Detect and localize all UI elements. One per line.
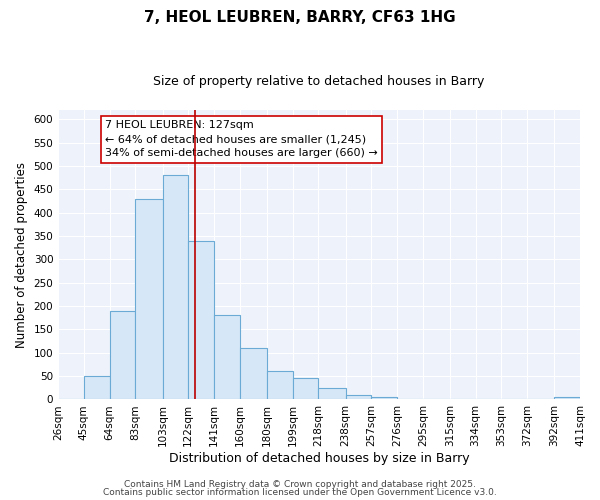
Bar bbox=[84, 376, 110, 400]
Bar bbox=[293, 378, 319, 400]
Text: Contains HM Land Registry data © Crown copyright and database right 2025.: Contains HM Land Registry data © Crown c… bbox=[124, 480, 476, 489]
Bar bbox=[188, 240, 214, 400]
Bar bbox=[214, 316, 240, 400]
Text: 7 HEOL LEUBREN: 127sqm
← 64% of detached houses are smaller (1,245)
34% of semi-: 7 HEOL LEUBREN: 127sqm ← 64% of detached… bbox=[105, 120, 378, 158]
Bar bbox=[319, 388, 346, 400]
Bar bbox=[554, 397, 580, 400]
Text: Contains public sector information licensed under the Open Government Licence v3: Contains public sector information licen… bbox=[103, 488, 497, 497]
Bar bbox=[371, 397, 397, 400]
Y-axis label: Number of detached properties: Number of detached properties bbox=[15, 162, 28, 348]
Bar bbox=[163, 176, 188, 400]
Bar bbox=[110, 311, 136, 400]
X-axis label: Distribution of detached houses by size in Barry: Distribution of detached houses by size … bbox=[169, 452, 469, 465]
Bar bbox=[346, 395, 371, 400]
Text: 7, HEOL LEUBREN, BARRY, CF63 1HG: 7, HEOL LEUBREN, BARRY, CF63 1HG bbox=[144, 10, 456, 25]
Bar bbox=[267, 372, 293, 400]
Bar bbox=[136, 198, 163, 400]
Bar bbox=[240, 348, 267, 400]
Title: Size of property relative to detached houses in Barry: Size of property relative to detached ho… bbox=[154, 75, 485, 88]
